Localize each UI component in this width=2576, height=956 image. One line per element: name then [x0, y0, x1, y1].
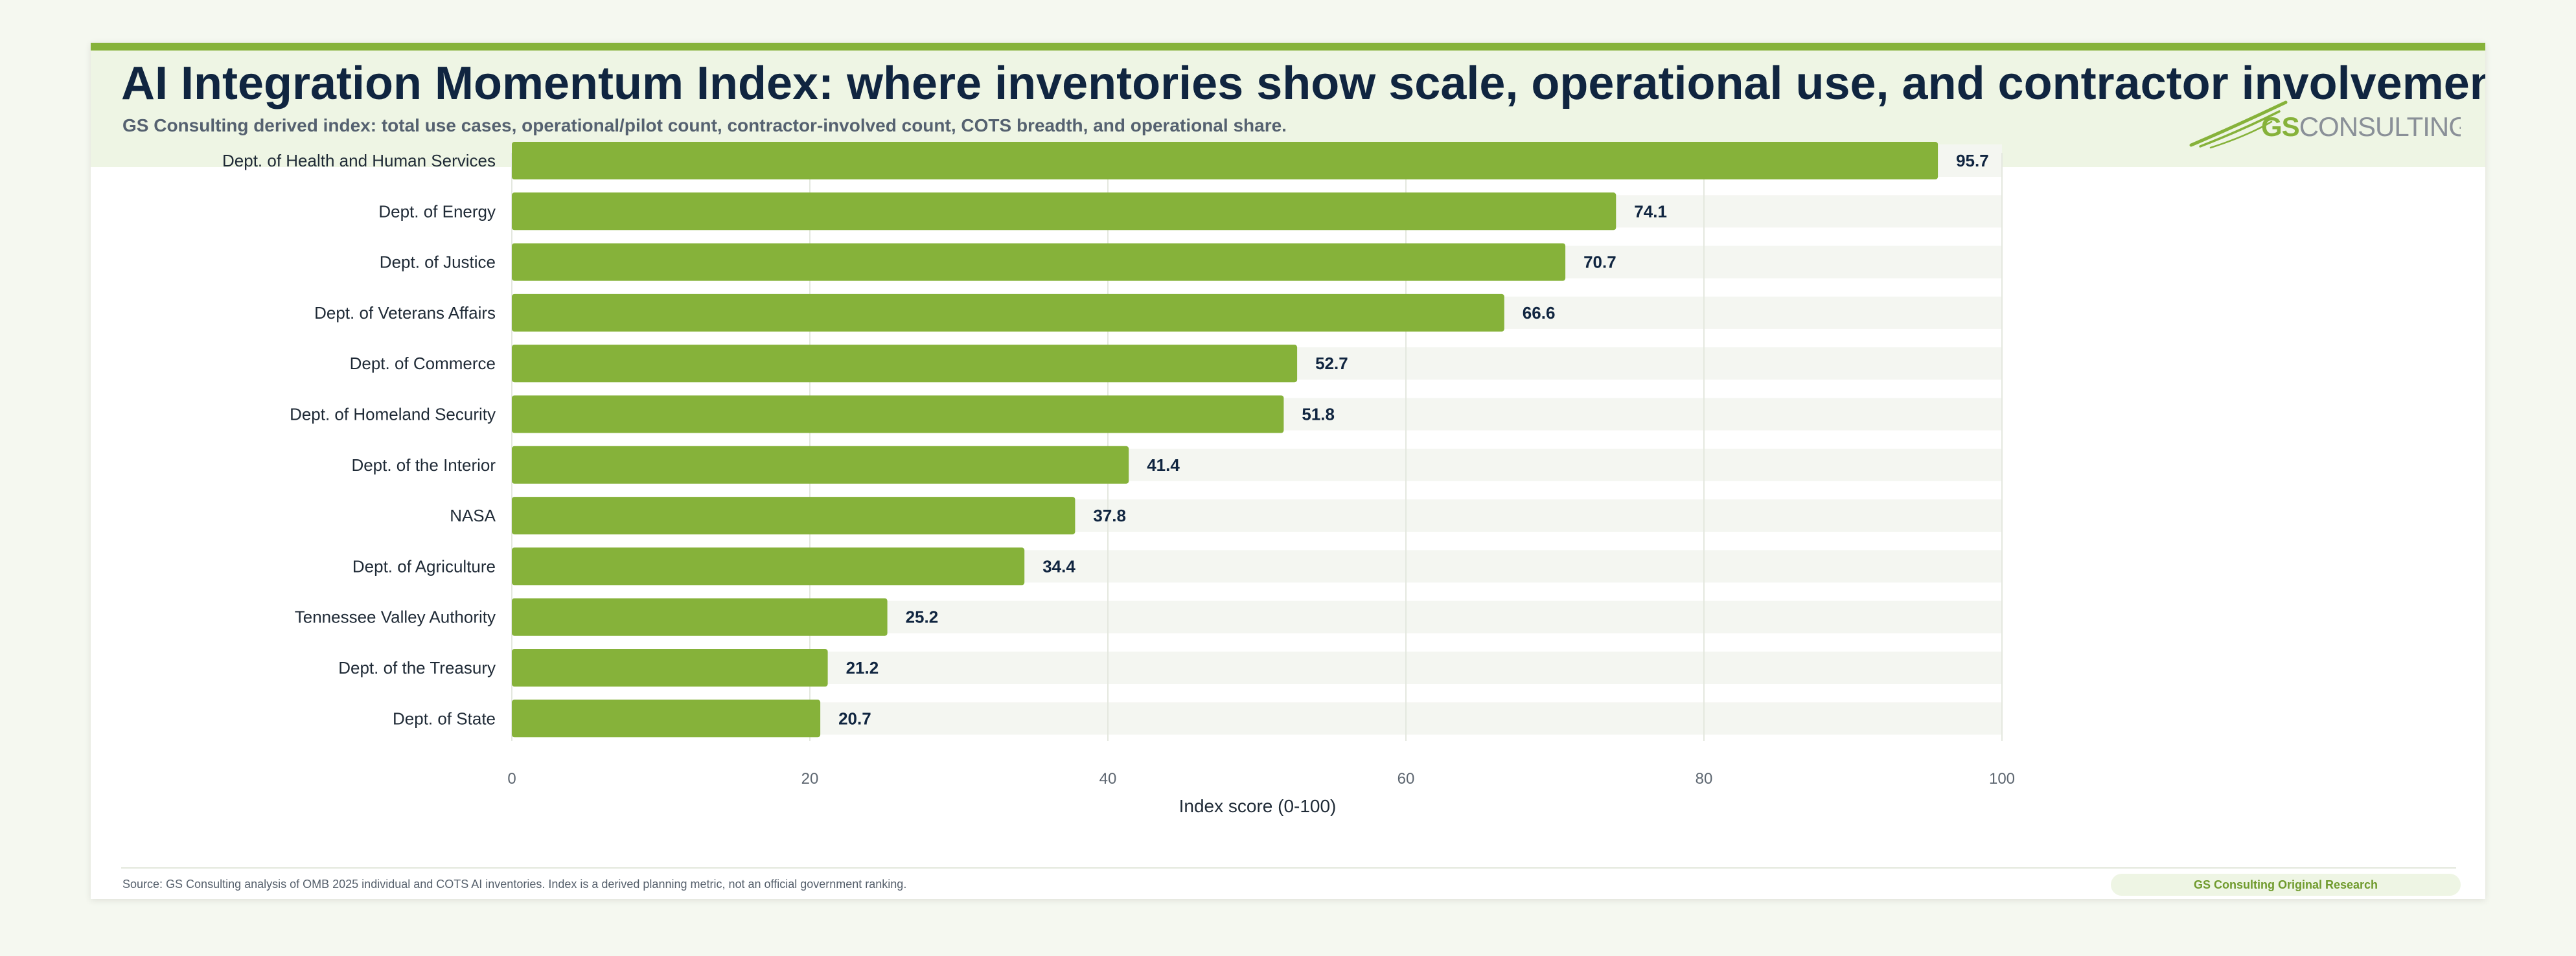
value-label: 95.7	[1956, 151, 1989, 170]
bar	[512, 700, 821, 738]
bar	[512, 293, 1504, 332]
bar	[512, 395, 1284, 433]
x-axis-tick-labels: 0 20 40 60 80 100	[507, 770, 2015, 788]
bar	[512, 192, 1616, 231]
x-tick-label: 0	[507, 770, 516, 788]
category-label: Dept. of Health and Human Services	[222, 151, 496, 170]
report-card: Dept. of Health and Human Services Dept. …	[91, 43, 2485, 899]
bar	[512, 547, 1025, 586]
bar	[512, 345, 1298, 383]
category-label: Dept. of Agriculture	[352, 556, 496, 576]
value-labels: 95.7 74.1 70.7 66.6 52.7 51.8 41.4 37.8 34.4 25.2…	[838, 151, 1989, 728]
page-title: AI Integration Momentum Index: where inv…	[121, 58, 2485, 109]
category-label: Dept. of Veterans Affairs	[314, 303, 496, 323]
page-subtitle: GS Consulting derived index: total use c…	[122, 115, 1287, 135]
bar	[512, 598, 888, 636]
value-label: 20.7	[838, 709, 871, 728]
category-label: Dept. of the Treasury	[338, 658, 496, 677]
svg-text:GSCONSULTING: GSCONSULTING	[2261, 111, 2461, 142]
source-note: Source: GS Consulting analysis of OMB 20…	[122, 878, 907, 891]
value-label: 74.1	[1634, 201, 1667, 221]
value-label: 41.4	[1147, 455, 1180, 475]
value-label: 37.8	[1093, 506, 1126, 525]
category-label: Dept. of Justice	[380, 253, 496, 272]
top-accent-stripe	[91, 43, 2485, 51]
value-label: 66.6	[1523, 303, 1556, 323]
value-label: 52.7	[1315, 354, 1348, 373]
value-label: 21.2	[846, 658, 879, 677]
bars	[512, 142, 1938, 738]
bar	[512, 497, 1075, 535]
bar	[512, 446, 1129, 484]
swoosh-logo-icon	[2189, 100, 2288, 149]
category-label: Tennessee Valley Authority	[295, 608, 496, 627]
logo-text-gs: GS	[2261, 111, 2299, 142]
value-label: 34.4	[1042, 556, 1075, 576]
value-label: 51.8	[1302, 405, 1335, 424]
category-label: NASA	[450, 506, 496, 525]
category-label: Dept. of Commerce	[350, 354, 496, 373]
x-tick-label: 80	[1696, 770, 1713, 788]
original-research-badge: GS Consulting Original Research	[2111, 874, 2461, 896]
bar	[512, 142, 1938, 179]
x-tick-label: 20	[801, 770, 819, 788]
bar-tracks	[512, 144, 2002, 735]
x-tick-label: 40	[1099, 770, 1117, 788]
category-label: Dept. of the Interior	[351, 455, 496, 475]
bar	[512, 243, 1566, 281]
category-label: Dept. of Energy	[378, 201, 496, 221]
bar	[512, 649, 828, 687]
category-label: Dept. of Homeland Security	[290, 405, 496, 424]
category-label: Dept. of State	[393, 709, 496, 728]
value-label: 70.7	[1583, 253, 1616, 272]
gs-consulting-logo: GSCONSULTING	[2189, 100, 2461, 149]
x-tick-label: 100	[1989, 770, 2015, 788]
logo-text-consulting: CONSULTING	[2299, 111, 2461, 142]
value-label: 25.2	[906, 608, 939, 627]
footer-divider	[121, 867, 2456, 869]
category-labels: Dept. of Health and Human Services Dept. …	[222, 151, 496, 728]
momentum-index-bar-chart: Dept. of Health and Human Services Dept. …	[222, 142, 2015, 816]
x-axis-title: Index score (0-100)	[1179, 796, 1337, 816]
x-tick-label: 60	[1397, 770, 1415, 788]
